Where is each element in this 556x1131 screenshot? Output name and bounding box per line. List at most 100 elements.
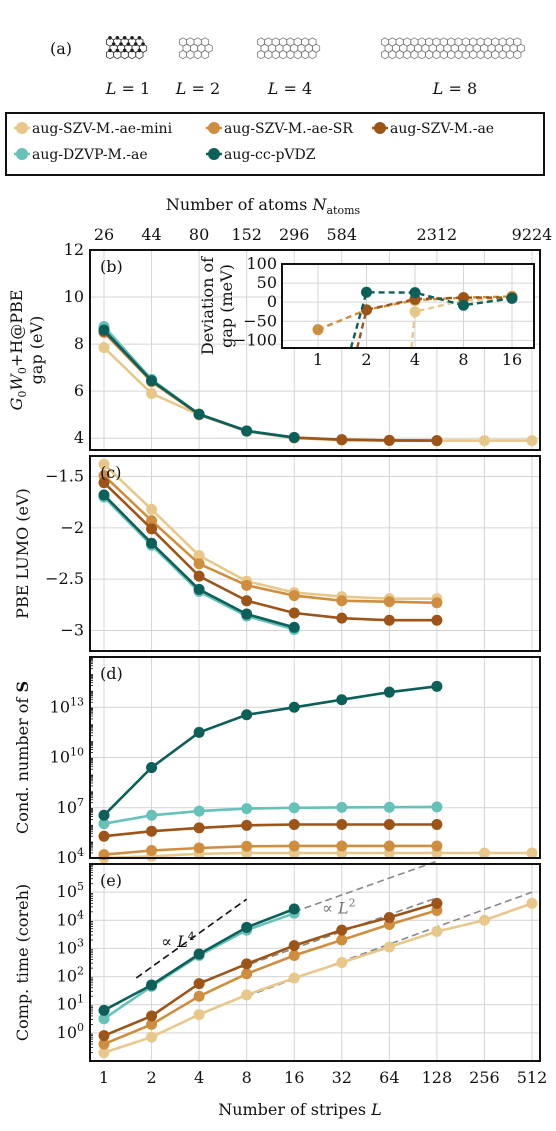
- hexagon: [301, 49, 310, 60]
- inset-series-aug-cc-pVDZ: [349, 286, 518, 349]
- data-point: [383, 819, 395, 830]
- hexagon: [278, 49, 288, 60]
- data-point: [383, 434, 395, 446]
- x-tick-label: 16: [284, 1068, 304, 1087]
- atom: [115, 36, 120, 40]
- panel-frame: [89, 249, 541, 451]
- panel-label: (e): [100, 871, 122, 890]
- inset-x-tick-label: 1: [313, 350, 323, 369]
- data-point: [98, 1038, 110, 1050]
- data-point: [431, 597, 443, 609]
- hexagon: [264, 49, 273, 60]
- data-point: [336, 612, 348, 624]
- data-point: [146, 503, 158, 515]
- top-axis-tick-label: 584: [327, 225, 358, 244]
- data-point: [431, 614, 443, 626]
- series-line: [103, 685, 438, 817]
- hexagon: [491, 49, 500, 60]
- series-line: [103, 823, 437, 838]
- inset-y-tick-label: 50: [257, 273, 277, 292]
- data-point: [336, 434, 348, 446]
- hexagon: [200, 49, 210, 60]
- inset-y-tick-label: 100: [246, 254, 277, 273]
- legend-marker: [208, 148, 220, 160]
- data-point: [98, 489, 110, 501]
- data-point: [146, 523, 158, 535]
- data-point: [431, 680, 443, 692]
- inset-x-tick-label: 8: [458, 350, 468, 369]
- hexagon: [193, 49, 202, 60]
- y-axis-label: Cond. number of S: [13, 681, 32, 834]
- inset-series-line: [349, 291, 513, 349]
- data-point: [98, 324, 110, 336]
- atom: [122, 36, 127, 40]
- panel-label: (b): [100, 257, 123, 276]
- top-axis-tick-label: 2312: [417, 225, 458, 244]
- inset-y-tick-label: 0: [267, 292, 277, 311]
- hexagon: [308, 49, 317, 60]
- series-line: [103, 463, 437, 601]
- data-point: [193, 842, 205, 854]
- data-point: [241, 425, 253, 437]
- hexagon: [135, 49, 144, 60]
- data-point: [146, 979, 158, 991]
- data-point: [98, 1030, 110, 1042]
- y-tick-label: 100: [57, 1021, 84, 1042]
- data-point: [146, 388, 158, 400]
- series-aug-cc-pVDZ: [98, 489, 300, 633]
- data-point: [336, 840, 348, 852]
- data-point: [241, 968, 253, 980]
- data-point: [288, 701, 300, 713]
- data-point: [241, 958, 253, 970]
- data-point: [288, 949, 300, 961]
- atom: [137, 48, 142, 53]
- series-line: [103, 902, 533, 1054]
- data-point: [383, 801, 395, 813]
- data-point: [288, 802, 300, 814]
- y-tick-label: 104: [57, 846, 84, 867]
- series-aug-cc-pVDZ: [98, 680, 443, 821]
- y-tick-label: 101: [57, 993, 84, 1014]
- hexagon: [461, 49, 470, 60]
- data-point: [383, 941, 395, 953]
- data-point: [288, 621, 300, 633]
- panel-label: (c): [100, 463, 121, 482]
- series-aug-SZV-M.-ae-mini: [98, 897, 538, 1059]
- hexagon: [454, 49, 463, 60]
- top-axis-tick-label: 44: [141, 225, 161, 244]
- inset-data-point: [409, 306, 421, 318]
- structure-label: L = 8: [432, 79, 477, 98]
- data-point: [431, 819, 443, 830]
- data-point: [98, 818, 110, 830]
- hexagon: [293, 49, 302, 60]
- inset-x-tick-label: 2: [361, 350, 371, 369]
- top-axis-tick-label: 9224: [512, 225, 553, 244]
- y-axis-label: Comp. time (coreh): [13, 884, 32, 1041]
- hexagon: [476, 49, 485, 60]
- atom: [130, 36, 134, 40]
- inset-data-point: [361, 286, 372, 298]
- hexagon: [178, 49, 188, 60]
- data-point: [146, 537, 158, 549]
- panel-e: 100 101 102 103 104 105 ∝ L4 ∝ L2 (e) Comp. time …: [13, 860, 541, 1062]
- hexagon: [417, 49, 426, 60]
- data-point: [288, 840, 300, 852]
- inset-data-point: [506, 292, 518, 304]
- atom: [126, 42, 131, 46]
- inset-series-line: [356, 296, 512, 349]
- y-axis-label: G0W0+H@PBE: [7, 290, 29, 411]
- data-point: [146, 375, 158, 387]
- data-point: [526, 847, 538, 859]
- data-point: [193, 583, 205, 595]
- hexagon: [425, 49, 434, 60]
- hexagon: [432, 49, 441, 60]
- data-point: [146, 1018, 158, 1030]
- legend-marker: [16, 122, 28, 134]
- data-point: [146, 515, 158, 527]
- series-line: [103, 474, 437, 605]
- y-tick-label: −2: [60, 518, 84, 537]
- panel-label-a: (a): [50, 39, 72, 58]
- data-point: [288, 432, 300, 444]
- atom: [133, 42, 138, 46]
